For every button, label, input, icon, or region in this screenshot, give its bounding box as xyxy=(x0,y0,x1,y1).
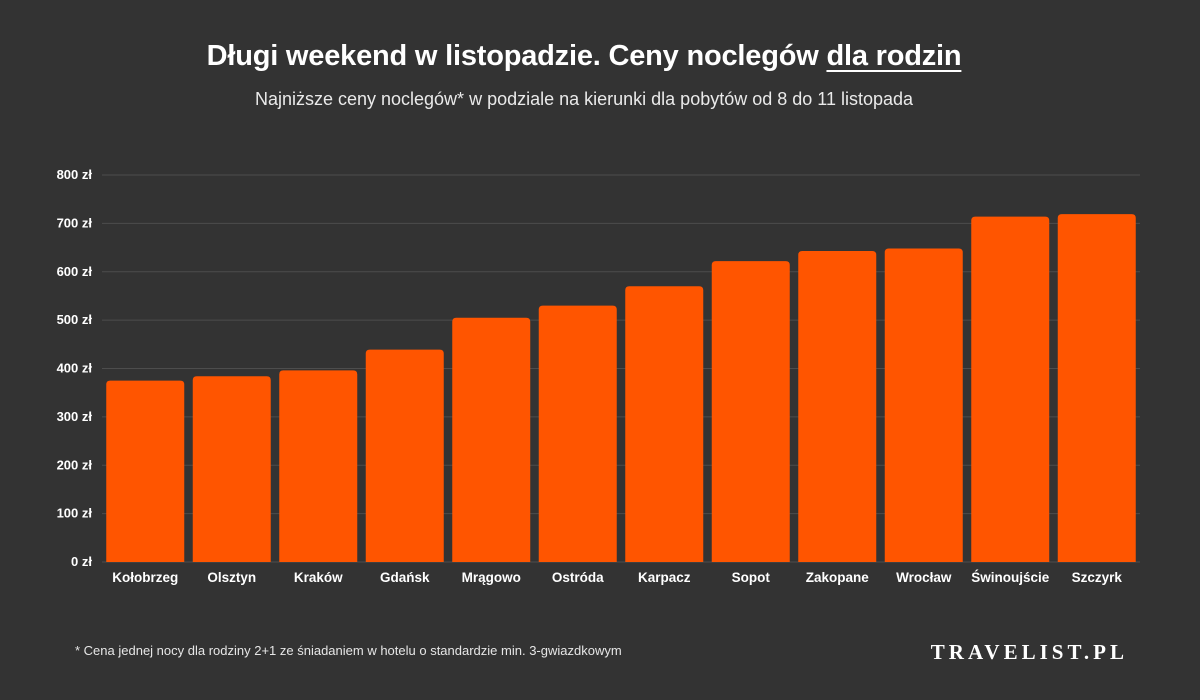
y-tick-label: 100 zł xyxy=(57,506,93,521)
y-tick-label: 400 zł xyxy=(57,361,93,376)
y-tick-label: 700 zł xyxy=(57,215,93,230)
x-tick-label: Olsztyn xyxy=(207,570,256,585)
x-tick-label: Sopot xyxy=(732,570,771,585)
bar xyxy=(798,250,877,563)
chart-title-emphasis: dla rodzin xyxy=(826,40,962,72)
y-tick-label: 300 zł xyxy=(57,409,93,424)
x-tick-label: Ostróda xyxy=(552,570,604,585)
bar xyxy=(884,248,963,562)
x-tick-label: Mrągowo xyxy=(462,570,521,585)
x-tick-label: Kraków xyxy=(294,570,343,585)
bar xyxy=(711,261,790,562)
bar xyxy=(625,286,704,562)
footnote: * Cena jednej nocy dla rodziny 2+1 ze śn… xyxy=(75,643,622,658)
bar xyxy=(971,216,1050,563)
bar xyxy=(452,317,531,562)
x-tick-label: Karpacz xyxy=(638,570,691,585)
y-axis-ticks: 0 zł 100 zł 200 zł 300 zł 400 zł 500 zł 600 zł… xyxy=(57,167,93,569)
y-tick-label: 500 zł xyxy=(57,312,93,327)
bar xyxy=(192,376,271,562)
bar xyxy=(279,370,358,562)
chart-title-main: Długi weekend w listopadzie. Ceny nocleg… xyxy=(206,40,819,72)
gridlines xyxy=(102,174,1140,563)
brand-logo: TRAVELIST.PL xyxy=(930,640,1128,664)
bar xyxy=(365,349,444,562)
x-axis-labels: Kołobrzeg Olsztyn Kraków Gdańsk Mrągowo Ostró… xyxy=(112,570,1122,585)
bars xyxy=(106,214,1136,563)
x-tick-label: Gdańsk xyxy=(380,570,430,585)
chart-subtitle: Najniższe ceny noclegów* w podziale na k… xyxy=(254,89,914,109)
bar xyxy=(106,380,185,562)
y-tick-label: 800 zł xyxy=(57,167,93,182)
bar xyxy=(1057,214,1136,562)
y-tick-label: 0 zł xyxy=(71,554,92,569)
y-tick-label: 200 zł xyxy=(57,457,93,472)
chart-title: Długi weekend w listopadzie. Ceny nocleg… xyxy=(0,40,1168,73)
y-tick-label: 600 zł xyxy=(57,264,93,279)
x-tick-label: Wrocław xyxy=(896,570,952,585)
x-tick-label: Kołobrzeg xyxy=(112,570,178,585)
x-tick-label: Szczyrk xyxy=(1072,570,1123,585)
x-tick-label: Zakopane xyxy=(806,570,870,585)
bar xyxy=(538,305,617,562)
x-tick-label: Świnoujście xyxy=(971,570,1050,585)
